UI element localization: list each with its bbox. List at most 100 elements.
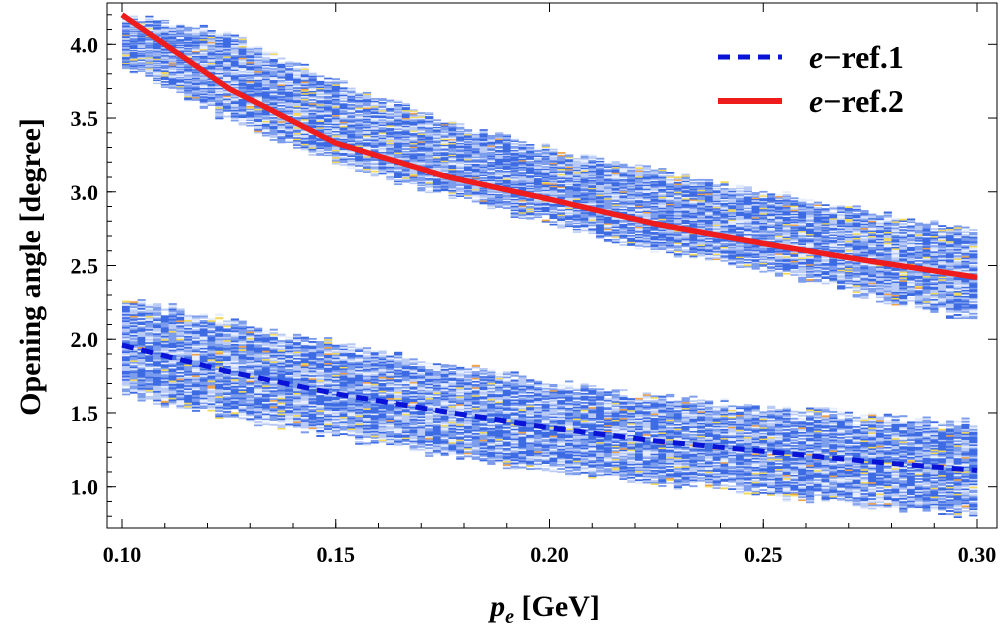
heat-cell [238, 353, 247, 356]
heat-cell [137, 362, 146, 365]
heat-cell [409, 370, 418, 373]
heat-cell [339, 422, 348, 425]
heat-cell [261, 371, 271, 374]
heat-cell [215, 390, 224, 393]
heat-cell [355, 442, 364, 445]
heat-cell [432, 449, 442, 452]
heat-cell [347, 404, 356, 407]
heat-cell [261, 343, 271, 346]
heat-cell [417, 399, 426, 402]
heat-cell [386, 394, 395, 397]
heat-cell [331, 409, 341, 412]
heat-cell [394, 437, 403, 440]
heat-cell [339, 383, 348, 386]
heat-cell [370, 414, 379, 417]
heat-cell [246, 366, 255, 369]
heat-cell [751, 412, 760, 415]
heat-cell [285, 347, 294, 350]
heat-cell [316, 367, 325, 370]
heat-cell [168, 320, 177, 323]
heat-cell [269, 369, 278, 372]
heat-cell [300, 414, 309, 418]
heat-cell [362, 421, 372, 424]
heat-cell [293, 421, 302, 424]
heat-cell [246, 377, 255, 380]
heat-cell [191, 366, 201, 369]
heat-cell [215, 364, 224, 367]
heat-cell [184, 365, 193, 368]
heat-cell [293, 403, 302, 406]
heat-cell [254, 371, 263, 374]
heat-cell [176, 383, 185, 386]
heat-cell [137, 334, 146, 337]
heat-cell [316, 377, 325, 381]
heat-cell [129, 374, 138, 377]
heat-cell [293, 341, 302, 344]
heat-cell [160, 358, 170, 361]
heat-cell [417, 368, 426, 371]
heat-cell [394, 354, 403, 357]
heat-cell [409, 403, 418, 406]
heat-cell [191, 371, 201, 374]
heat-cell [293, 424, 302, 427]
heat-cell [541, 465, 550, 467]
heat-cell [425, 442, 434, 445]
heat-cell [129, 379, 138, 381]
heat-cell [246, 381, 255, 384]
heat-cell [207, 354, 216, 357]
heat-cell [285, 367, 294, 369]
heat-cell [215, 322, 224, 325]
heat-cell [409, 444, 418, 447]
heat-cell [316, 434, 325, 438]
heat-cell [277, 410, 286, 413]
heat-cell [261, 398, 271, 401]
heat-cell [666, 393, 675, 396]
heat-cell [184, 337, 193, 340]
heat-cell [293, 351, 302, 354]
heat-cell [137, 370, 146, 373]
heat-cell [207, 347, 216, 350]
heat-cell [246, 351, 255, 354]
heat-cell [160, 373, 170, 377]
heat-cell [378, 408, 387, 411]
heat-cell [261, 413, 271, 416]
heat-cell [254, 352, 263, 355]
heat-cell [347, 352, 356, 355]
heat-cell [207, 365, 216, 368]
heat-cell [378, 365, 387, 368]
heat-cell [261, 358, 271, 361]
heat-cell [168, 383, 177, 386]
heat-cell [153, 369, 162, 372]
heat-cell [308, 370, 317, 373]
heat-cell [386, 361, 395, 364]
heat-cell [199, 313, 208, 316]
heat-cell [191, 318, 201, 321]
heat-cell [199, 382, 208, 385]
heat-cell [238, 393, 247, 397]
heat-cell [324, 413, 333, 416]
heat-cell [199, 316, 208, 319]
heat-cell [316, 361, 325, 364]
heat-cell [122, 391, 131, 394]
heat-cell [153, 346, 162, 350]
heat-cell [168, 328, 177, 331]
heat-cell [324, 426, 333, 429]
heat-cell [207, 409, 216, 412]
heat-cell [417, 389, 426, 392]
heat-cell [246, 334, 255, 337]
heat-cell [215, 332, 224, 336]
heat-cell [129, 366, 138, 369]
heat-cell [417, 387, 426, 390]
heat-cell [370, 369, 379, 372]
heat-cell [642, 392, 651, 395]
heat-cell [362, 358, 372, 361]
heat-cell [277, 346, 286, 349]
heat-cell [215, 325, 224, 329]
heat-cell [331, 362, 341, 364]
heat-cell [409, 407, 418, 410]
heat-cell [176, 361, 185, 364]
heat-cell [425, 399, 434, 402]
heat-cell [230, 380, 239, 383]
heat-cell [394, 359, 403, 362]
heat-cell [401, 440, 410, 443]
